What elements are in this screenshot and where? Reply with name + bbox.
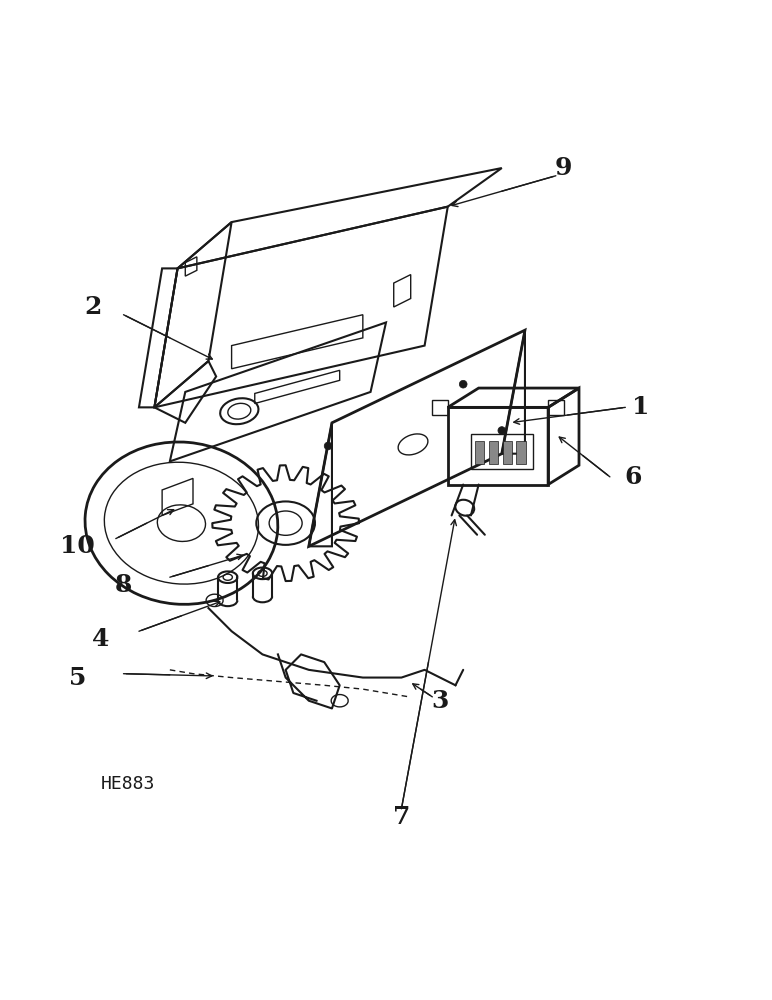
- Text: 8: 8: [115, 573, 132, 597]
- Text: 3: 3: [432, 689, 449, 713]
- Text: 1: 1: [632, 395, 649, 419]
- Text: 7: 7: [393, 805, 410, 829]
- Text: 6: 6: [625, 465, 642, 489]
- Text: 5: 5: [69, 666, 86, 690]
- Text: 2: 2: [84, 295, 101, 319]
- Circle shape: [324, 442, 332, 450]
- Circle shape: [459, 380, 467, 388]
- Polygon shape: [516, 441, 526, 464]
- Text: 9: 9: [555, 156, 572, 180]
- Polygon shape: [503, 441, 512, 464]
- Circle shape: [498, 427, 506, 434]
- Polygon shape: [475, 441, 484, 464]
- Text: HE883: HE883: [100, 775, 154, 793]
- Text: 4: 4: [92, 627, 109, 651]
- Polygon shape: [489, 441, 498, 464]
- Text: 10: 10: [59, 534, 95, 558]
